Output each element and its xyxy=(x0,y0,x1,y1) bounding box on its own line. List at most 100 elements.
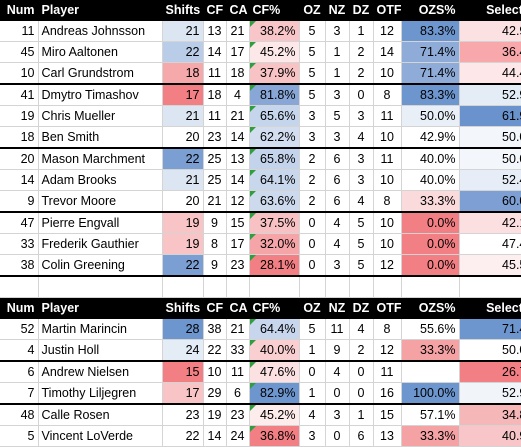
ozs-pct-cell: 55.6% xyxy=(401,318,460,340)
oz-cell: 0 xyxy=(299,233,326,255)
ozs-pct-cell: 57.1% xyxy=(401,403,460,426)
error-indicator-icon xyxy=(249,339,256,346)
num-cell: 38 xyxy=(0,254,39,277)
cf-cell: 11 xyxy=(203,62,227,85)
cf-pct-cell: 64.1% xyxy=(249,169,300,191)
shifts-cell: 20 xyxy=(162,126,204,149)
player-name: Andrew Nielsen xyxy=(38,360,163,383)
header-otf: OTF xyxy=(373,0,402,21)
cf-pct-cell: 65.8% xyxy=(249,148,300,170)
cf-pct-cell: 37.5% xyxy=(249,212,300,234)
header-num: Num xyxy=(0,0,39,21)
ozs-pct-cell: 71.4% xyxy=(401,41,460,63)
forwards-table-body: 11 Andreas Johnsson 21 13 21 38.2% 5 3 1 12 83.3% 4… xyxy=(0,20,521,277)
header-oz: OZ xyxy=(299,0,326,21)
header-oz: OZ xyxy=(299,297,326,319)
num-cell: 52 xyxy=(0,318,39,340)
table-row: 5 Vincent LoVerde 22 14 24 36.8% 3 0 6 13 33.3% 40.… xyxy=(0,425,521,447)
player-name: Dmytro Timashov xyxy=(38,84,163,106)
nz-cell: 11 xyxy=(325,318,350,340)
cf-cell: 10 xyxy=(203,360,227,383)
ca-cell: 17 xyxy=(226,233,250,255)
shifts-cell: 22 xyxy=(162,148,204,170)
shifts-cell: 22 xyxy=(162,254,204,277)
player-name: Frederik Gauthier xyxy=(38,233,163,255)
ozs-pct-cell: 40.0% xyxy=(401,169,460,191)
ozs-pct-cell: 0.0% xyxy=(401,254,460,277)
cf-pct-value: 37.9% xyxy=(260,66,296,80)
nz-cell: 3 xyxy=(325,20,350,42)
selected-cell: 34.8% xyxy=(459,403,521,426)
header-nz: NZ xyxy=(325,297,350,319)
dz-cell: 0 xyxy=(349,84,374,106)
cf-pct-cell: 45.2% xyxy=(249,41,300,63)
otf-cell: 11 xyxy=(373,148,402,170)
oz-cell: 3 xyxy=(299,425,326,447)
table-row: 7 Timothy Liljegren 17 29 6 82.9% 1 0 0 16 100.0% 5… xyxy=(0,382,521,405)
otf-cell: 13 xyxy=(373,425,402,447)
num-cell: 48 xyxy=(0,403,39,426)
ozs-pct-cell: 100.0% xyxy=(401,382,460,405)
dz-cell: 5 xyxy=(349,212,374,234)
cf-cell: 21 xyxy=(203,190,227,213)
cf-pct-cell: 62.2% xyxy=(249,126,300,149)
error-indicator-icon xyxy=(249,404,256,411)
oz-cell: 0 xyxy=(299,212,326,234)
oz-cell: 0 xyxy=(299,360,326,383)
selected-cell: 42.1% xyxy=(459,212,521,234)
oz-cell: 5 xyxy=(299,20,326,42)
nz-cell: 4 xyxy=(325,233,350,255)
shifts-cell: 15 xyxy=(162,360,204,383)
selected-cell: 42.9% xyxy=(459,20,521,42)
oz-cell: 2 xyxy=(299,148,326,170)
cf-pct-cell: 37.9% xyxy=(249,62,300,85)
shifts-cell: 22 xyxy=(162,41,204,63)
error-indicator-icon xyxy=(249,85,256,91)
otf-cell: 11 xyxy=(373,105,402,127)
nz-cell: 1 xyxy=(325,41,350,63)
error-indicator-icon xyxy=(249,170,256,176)
num-cell: 18 xyxy=(0,126,39,149)
cf-cell: 13 xyxy=(203,20,227,42)
cf-pct-value: 40.0% xyxy=(260,342,296,357)
cf-cell: 9 xyxy=(203,212,227,234)
cf-cell: 8 xyxy=(203,233,227,255)
num-cell: 14 xyxy=(0,169,39,191)
nz-cell: 6 xyxy=(325,190,350,213)
table-row: 11 Andreas Johnsson 21 13 21 38.2% 5 3 1 12 83.3% 4… xyxy=(0,20,521,42)
num-cell: 19 xyxy=(0,105,39,127)
ozs-pct-cell: 33.3% xyxy=(401,425,460,447)
nz-cell: 4 xyxy=(325,360,350,383)
shifts-cell: 21 xyxy=(162,20,204,42)
cf-cell: 25 xyxy=(203,148,227,170)
player-name: Ben Smith xyxy=(38,126,163,149)
cf-pct-value: 37.5% xyxy=(260,216,296,230)
table-row: 10 Carl Grundstrom 18 11 18 37.9% 5 1 2 10 71.4% 44… xyxy=(0,62,521,85)
ozs-pct-cell: 40.0% xyxy=(401,148,460,170)
nz-cell: 1 xyxy=(325,62,350,85)
otf-cell: 12 xyxy=(373,20,402,42)
ozs-pct-cell: 71.4% xyxy=(401,62,460,85)
cf-pct-value: 47.6% xyxy=(260,364,296,379)
cf-cell: 22 xyxy=(203,339,227,362)
nz-cell: 0 xyxy=(325,382,350,405)
ozs-pct-cell: 0.0% xyxy=(401,233,460,255)
ca-cell: 33 xyxy=(226,339,250,362)
selected-cell: 61.9% xyxy=(459,105,521,127)
error-indicator-icon xyxy=(249,149,256,155)
oz-cell: 5 xyxy=(299,62,326,85)
num-cell: 7 xyxy=(0,382,39,405)
oz-cell: 2 xyxy=(299,169,326,191)
header-cf-pct: CF% xyxy=(249,297,300,319)
table-row: 20 Mason Marchment 22 25 13 65.8% 2 6 3 11 40.0% 50… xyxy=(0,148,521,170)
cf-pct-value: 64.1% xyxy=(260,173,296,187)
error-indicator-icon xyxy=(249,234,256,240)
cf-pct-cell: 38.2% xyxy=(249,20,300,42)
shifts-cell: 23 xyxy=(162,403,204,426)
error-indicator-icon xyxy=(249,21,256,27)
header-selected: Selected xyxy=(459,0,521,21)
shifts-cell: 18 xyxy=(162,62,204,85)
